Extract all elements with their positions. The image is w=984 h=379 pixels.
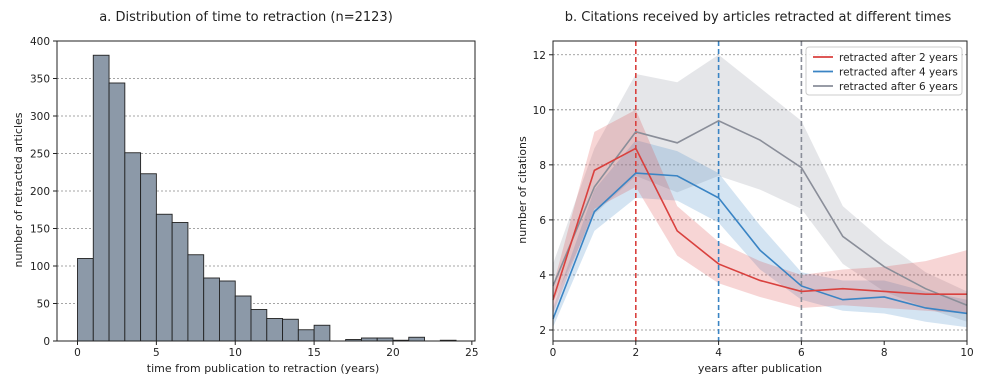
series-line <box>552 172 968 320</box>
histogram-bar <box>108 82 126 342</box>
histogram-bar <box>140 173 157 342</box>
histogram-y-tick-label: 400 <box>30 36 50 48</box>
citations-legend: retracted after 2 years retracted after 4… <box>805 46 963 96</box>
histogram-y-tick-label: 0 <box>43 336 50 348</box>
citations-x-tick-label: 10 <box>960 347 973 359</box>
citations-x-axis-label: years after publication <box>698 362 822 375</box>
citations-y-tick-label: 10 <box>533 105 546 117</box>
histogram-bar <box>408 336 425 342</box>
histogram-y-tick-label: 100 <box>30 261 50 273</box>
histogram-y-tick-label: 300 <box>30 111 50 123</box>
histogram-bar <box>171 222 189 342</box>
citations-y-tick-label: 6 <box>539 215 546 227</box>
legend-label: retracted after 2 years <box>839 52 958 64</box>
histogram-panel: a. Distribution of time to retraction (n… <box>12 10 479 375</box>
histogram-y-tick-label: 250 <box>30 149 50 161</box>
histogram-bar <box>92 54 110 342</box>
citations-x-tick-label: 6 <box>798 347 805 359</box>
citations-x-tick-label: 0 <box>550 347 557 359</box>
histogram-y-tick-label: 150 <box>30 224 50 236</box>
series-line <box>552 119 968 306</box>
histogram-bar <box>282 318 299 342</box>
legend-label: retracted after 6 years <box>839 81 958 93</box>
citations-axes-frame <box>552 40 968 342</box>
citations-y-axis-label: number of citations <box>516 136 529 244</box>
histogram-x-tick-label: 10 <box>229 347 242 359</box>
citations-y-tick-label: 4 <box>539 270 546 282</box>
histogram-y-tick-label: 50 <box>37 299 50 311</box>
citations-panel: b. Citations received by articles retrac… <box>516 10 974 375</box>
citations-y-tick-label: 2 <box>539 325 546 337</box>
citations-y-tick-label: 8 <box>539 160 546 172</box>
citations-x-tick-label: 2 <box>632 347 639 359</box>
histogram-bar <box>219 280 236 342</box>
histogram-bar <box>234 295 252 342</box>
citations-series-lines <box>552 119 968 320</box>
citations-title: b. Citations received by articles retrac… <box>565 10 952 25</box>
histogram-bars <box>77 54 457 342</box>
histogram-bar <box>297 329 315 342</box>
citations-confidence-bands <box>553 54 967 328</box>
histogram-bar <box>313 324 331 342</box>
citations-x-tick-label: 4 <box>715 347 722 359</box>
series-line <box>552 147 967 300</box>
histogram-bar <box>155 213 173 342</box>
histogram-x-tick-label: 20 <box>386 347 399 359</box>
histogram-y-tick-label: 350 <box>30 74 50 86</box>
histogram-x-tick-label: 5 <box>153 347 160 359</box>
legend-label: retracted after 4 years <box>839 66 958 78</box>
histogram-bar <box>250 309 268 342</box>
histogram-x-axis-label: time from publication to retraction (yea… <box>147 362 379 375</box>
histogram-title: a. Distribution of time to retraction (n… <box>99 10 393 25</box>
histogram-x-tick-label: 0 <box>74 347 81 359</box>
histogram-y-axis-label: number of retracted articles <box>12 112 25 267</box>
histogram-y-tick-label: 200 <box>30 186 50 198</box>
citations-x-tick-label: 8 <box>881 347 888 359</box>
citations-y-tick-label: 12 <box>533 50 546 62</box>
histogram-bar <box>124 152 142 342</box>
histogram-bar <box>203 277 220 342</box>
confidence-band <box>553 140 967 328</box>
confidence-band <box>553 54 967 322</box>
legend-box <box>805 46 963 96</box>
histogram-x-tick-label: 15 <box>307 347 320 359</box>
histogram-x-tick-label: 25 <box>465 347 478 359</box>
histogram-bar <box>187 254 205 342</box>
histogram-bar <box>77 258 94 342</box>
confidence-band <box>553 109 967 314</box>
histogram-bar <box>266 318 284 342</box>
